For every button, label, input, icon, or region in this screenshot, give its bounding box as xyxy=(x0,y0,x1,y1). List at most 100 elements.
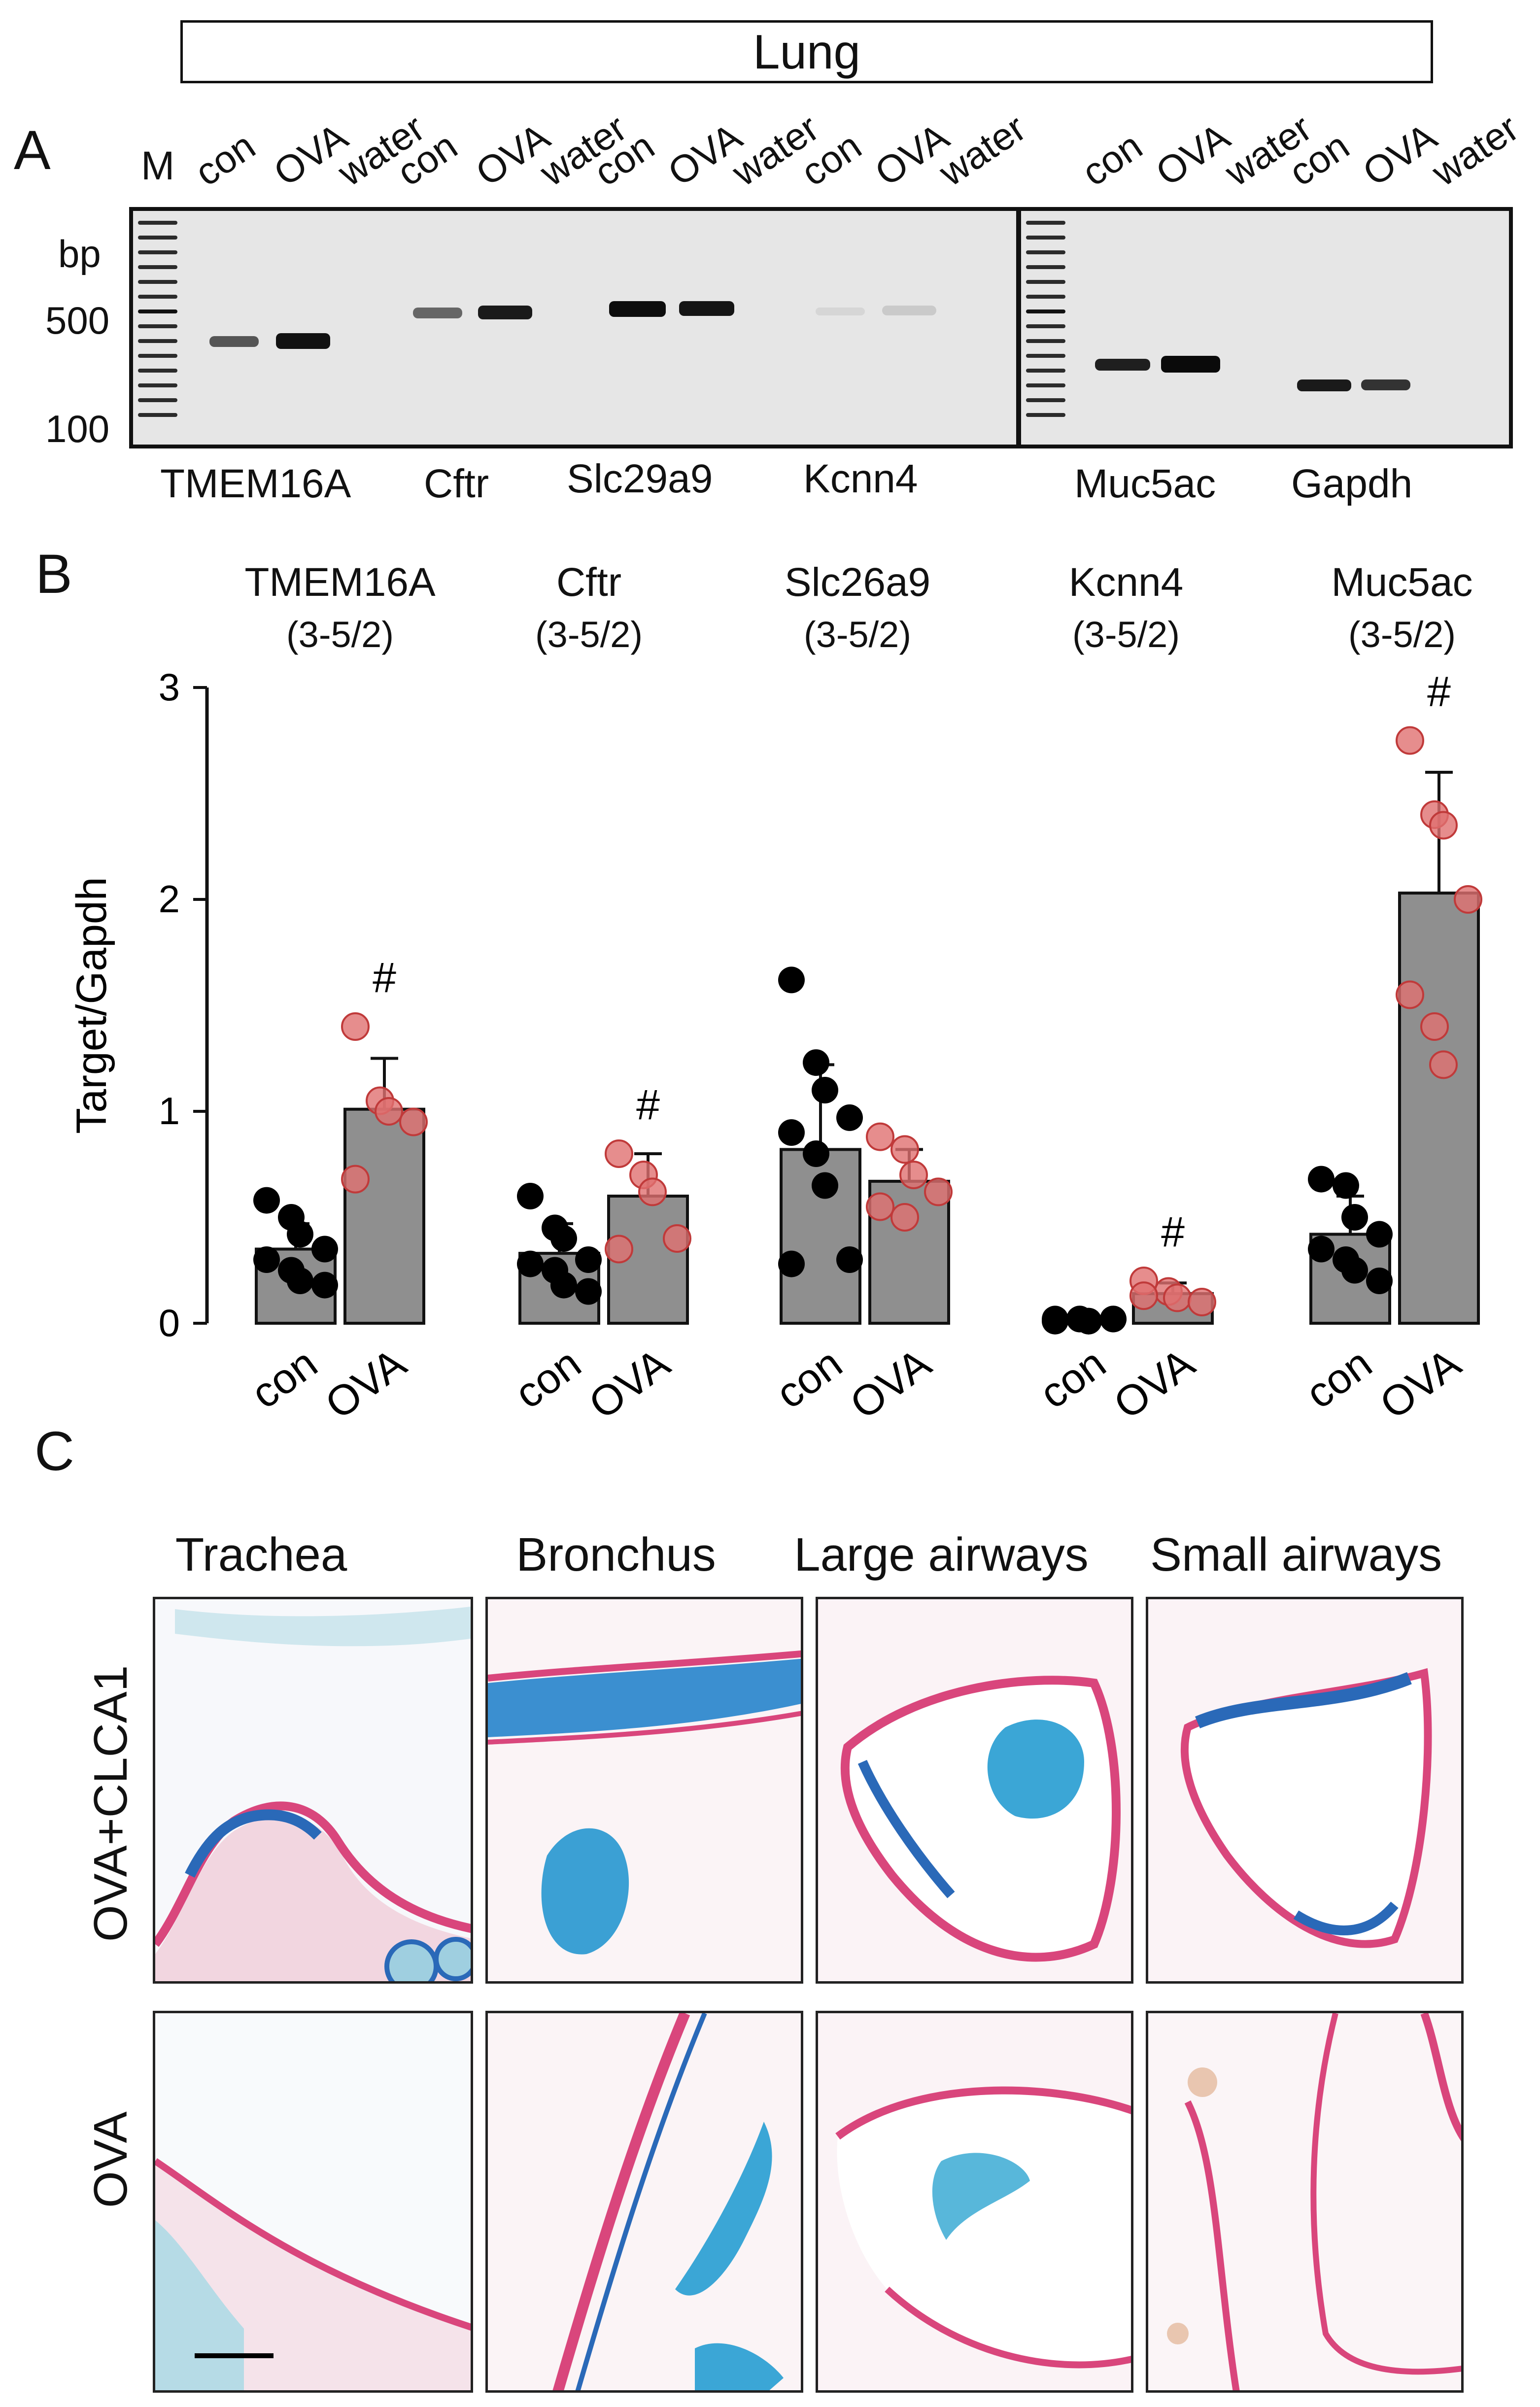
y-tick-label: 0 xyxy=(159,1301,180,1344)
gene-label-tmem16a: TMEM16A xyxy=(160,461,351,506)
ladder-band xyxy=(1026,309,1065,313)
group-n: (3-5/2) xyxy=(1072,614,1180,655)
ladder-band xyxy=(1026,280,1065,284)
x-tick-label: OVA xyxy=(842,1339,940,1428)
significance-marker: # xyxy=(636,1081,660,1129)
data-point-ova xyxy=(605,1139,633,1168)
data-point-con xyxy=(253,1187,280,1214)
bp-tick-500: 500 xyxy=(45,299,110,342)
y-tick-label: 1 xyxy=(159,1089,180,1133)
group-n: (3-5/2) xyxy=(535,614,643,655)
ladder-band xyxy=(138,339,177,343)
x-tick-label: OVA xyxy=(317,1339,415,1428)
y-axis-title: Target/Gapdh xyxy=(68,877,115,1134)
data-point-ova xyxy=(890,1135,919,1164)
data-point-con xyxy=(1341,1204,1368,1231)
panel-b-label: B xyxy=(35,543,72,605)
ladder-band xyxy=(1026,413,1065,417)
data-point-con xyxy=(287,1221,313,1248)
data-point-con xyxy=(812,1077,838,1103)
band-muc5ac-ova xyxy=(1161,356,1220,373)
data-point-ova xyxy=(341,1012,370,1041)
data-point-ova xyxy=(605,1235,633,1264)
data-point-con xyxy=(517,1183,544,1209)
row-label-ova: OVA xyxy=(84,2111,137,2208)
band-cftr-ova xyxy=(478,306,532,319)
data-point-ova xyxy=(341,1165,370,1194)
data-point-con xyxy=(287,1268,313,1294)
data-point-con xyxy=(1341,1257,1368,1284)
data-point-ova xyxy=(1396,726,1424,755)
x-tick-label: con xyxy=(768,1340,851,1418)
data-point-con xyxy=(1075,1307,1102,1335)
y-tick-label: 2 xyxy=(159,877,180,921)
ladder-band xyxy=(1026,383,1065,387)
band-kcnn4-con xyxy=(816,308,865,315)
gene-label-kcnn4: Kcnn4 xyxy=(803,456,918,501)
data-point-con xyxy=(311,1236,338,1263)
gene-label-cftr: Cftr xyxy=(424,461,489,506)
data-point-con xyxy=(1366,1221,1393,1248)
data-point-ova xyxy=(638,1177,667,1206)
ladder-band xyxy=(138,236,177,240)
ladder-band xyxy=(138,295,177,299)
y-tick-label: 3 xyxy=(159,665,180,709)
data-point-ova xyxy=(1129,1281,1158,1310)
ladder-band xyxy=(138,383,177,387)
data-point-con xyxy=(1100,1306,1127,1333)
panel-c-label: C xyxy=(34,1420,74,1482)
data-point-con xyxy=(778,1119,805,1146)
data-point-ova xyxy=(399,1107,428,1136)
group-title: TMEM16A xyxy=(244,560,436,605)
ladder-band xyxy=(1026,295,1065,299)
data-point-con xyxy=(812,1172,838,1199)
data-point-ova xyxy=(1396,980,1424,1009)
x-tick-label: con xyxy=(243,1340,326,1418)
ladder-band xyxy=(1026,236,1065,240)
data-point-con xyxy=(253,1246,280,1273)
panel-a-label: A xyxy=(14,119,51,181)
data-point-con xyxy=(575,1278,602,1305)
group-title: Muc5ac xyxy=(1331,560,1473,605)
data-point-con xyxy=(517,1250,544,1277)
band-slc29a9-con xyxy=(609,301,666,317)
histology-bronchus-ova xyxy=(485,2011,803,2393)
scale-bar xyxy=(195,2353,274,2358)
x-tick-label: con xyxy=(1298,1340,1381,1418)
data-point-con xyxy=(803,1140,829,1167)
histology-large-airways-ova-clca1 xyxy=(816,1597,1133,1984)
gene-label-slc29a9: Slc29a9 xyxy=(567,456,713,501)
gel-image-right xyxy=(1017,207,1513,448)
ladder-band xyxy=(138,221,177,225)
band-gapdh-con xyxy=(1297,379,1351,391)
x-tick-label: con xyxy=(1031,1340,1115,1418)
ladder-band xyxy=(138,398,177,402)
marker-label: M xyxy=(141,143,175,188)
bar-ova xyxy=(1398,892,1480,1325)
histology-small-airways-ova-clca1 xyxy=(1146,1597,1464,1984)
data-point-con xyxy=(803,1049,829,1076)
data-point-ova xyxy=(866,1192,894,1221)
data-point-con xyxy=(836,1104,863,1131)
ladder-band xyxy=(1026,324,1065,328)
ladder-band xyxy=(1026,250,1065,254)
data-point-ova xyxy=(663,1224,691,1253)
col-title-trachea: Trachea xyxy=(175,1528,347,1581)
ladder-band xyxy=(138,250,177,254)
data-point-con xyxy=(778,966,805,994)
data-point-con xyxy=(1333,1172,1359,1199)
group-title: Slc26a9 xyxy=(784,560,931,605)
data-point-con xyxy=(575,1246,602,1273)
band-cftr-con xyxy=(413,308,462,318)
ladder-band xyxy=(138,354,177,358)
data-point-con xyxy=(778,1250,805,1277)
data-point-ova xyxy=(1420,1012,1449,1041)
data-point-con xyxy=(311,1272,338,1299)
histology-trachea-ova-clca1 xyxy=(153,1597,473,1984)
data-point-ova xyxy=(375,1097,403,1126)
data-point-con xyxy=(1366,1268,1393,1294)
data-point-ova xyxy=(1188,1288,1216,1316)
x-tick-label: con xyxy=(507,1340,590,1418)
ladder-band xyxy=(1026,354,1065,358)
